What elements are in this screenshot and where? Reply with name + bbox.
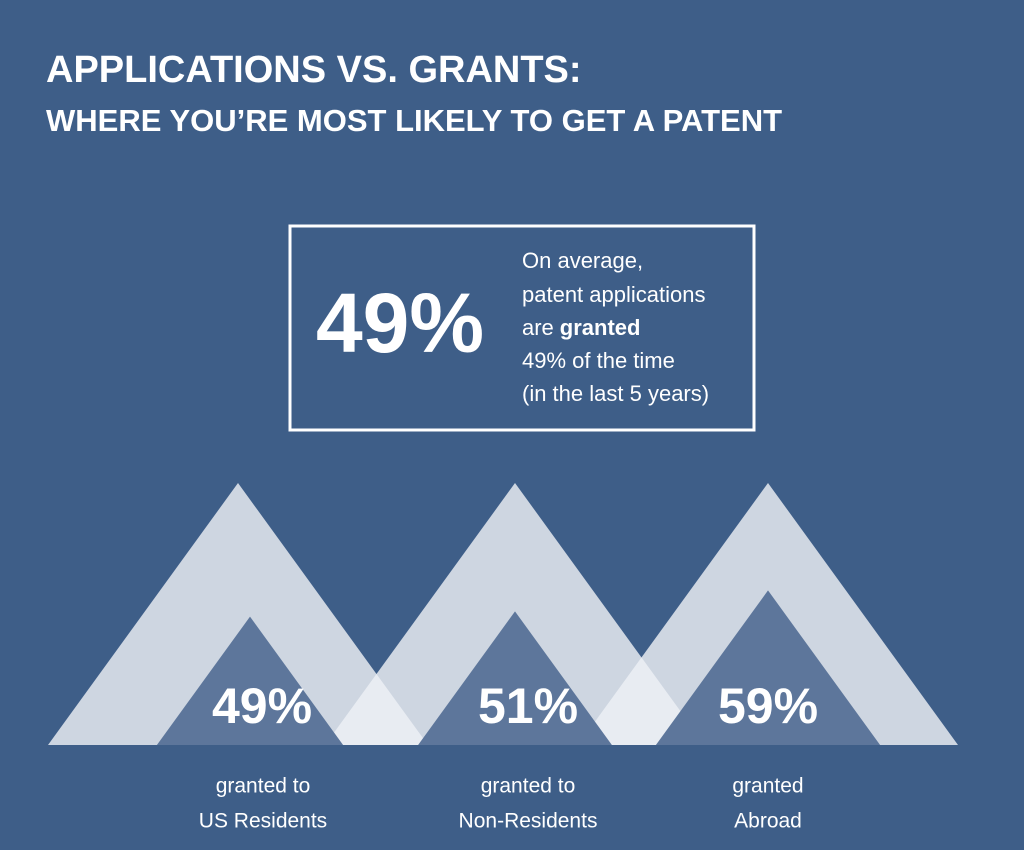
category-label: granted [732,775,803,798]
callout-bold-word: granted [560,315,641,340]
chart-title: APPLICATIONS VS. GRANTS: [46,49,582,91]
callout-line: 49% of the time [522,348,675,373]
labels: 49% granted to US Residents 51% granted to No… [199,678,818,832]
category-label: Abroad [734,810,802,833]
inner-triangle [418,611,612,745]
value-label: 51% [478,678,578,734]
callout-line: patent applications [522,282,705,307]
callout-line: On average, [522,248,643,273]
category-label: granted to [216,775,311,798]
category-label: granted to [481,775,576,798]
callout-word: are [522,315,554,340]
inner-triangle [156,616,344,745]
callout-box [288,224,756,432]
callout-value: 49% [316,276,484,370]
category-label: US Residents [199,810,327,833]
value-label: 49% [212,678,312,734]
callout-text: On average, patent applications 49% of the… [522,248,709,406]
outer-triangle [48,483,428,745]
callout-line: (in the last 5 years) [522,381,709,406]
value-label: 59% [718,678,818,734]
callout-line: are granted [522,315,640,340]
triangles [48,483,958,745]
chart-subtitle: WHERE YOU’RE MOST LIKELY TO GET A PATENT [46,103,782,138]
inner-triangle [655,590,881,745]
category-label: Non-Residents [459,810,598,833]
